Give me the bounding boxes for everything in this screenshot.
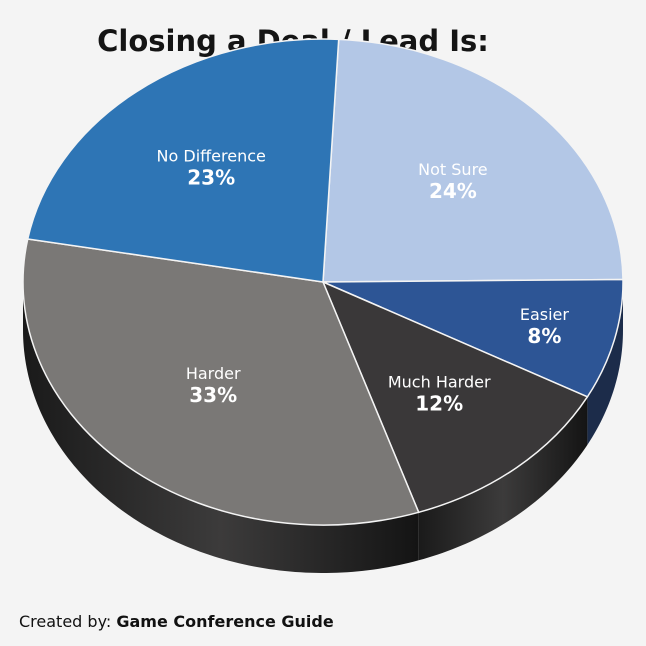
slice-value-not-sure: 24% bbox=[429, 179, 477, 203]
slice-value-no-difference: 23% bbox=[187, 166, 235, 190]
pie-slice-easier bbox=[322, 278, 624, 398]
slice-value-easier: 8% bbox=[527, 324, 561, 348]
slice-label-not-sure: Not Sure bbox=[418, 160, 487, 179]
slice-label-harder: Harder bbox=[186, 364, 241, 383]
credit-line: Created by: Game Conference Guide bbox=[19, 612, 334, 631]
credit-source: Game Conference Guide bbox=[116, 612, 334, 631]
slice-value-much-harder: 12% bbox=[415, 391, 463, 415]
slice-label-no-difference: No Difference bbox=[157, 147, 266, 166]
pie-slice-no-difference bbox=[26, 38, 340, 283]
pie-side-easier bbox=[587, 282, 623, 445]
slice-label-easier: Easier bbox=[520, 305, 570, 324]
slice-value-harder: 33% bbox=[189, 383, 237, 407]
credit-prefix: Created by: bbox=[19, 612, 112, 631]
slice-label-much-harder: Much Harder bbox=[388, 372, 491, 391]
pie-slice-not-sure bbox=[322, 38, 624, 283]
pie-side-harder bbox=[23, 282, 419, 573]
pie-side-much-harder bbox=[418, 396, 588, 561]
pie-slice-much-harder bbox=[321, 280, 589, 514]
pie-slice-harder bbox=[22, 238, 420, 526]
